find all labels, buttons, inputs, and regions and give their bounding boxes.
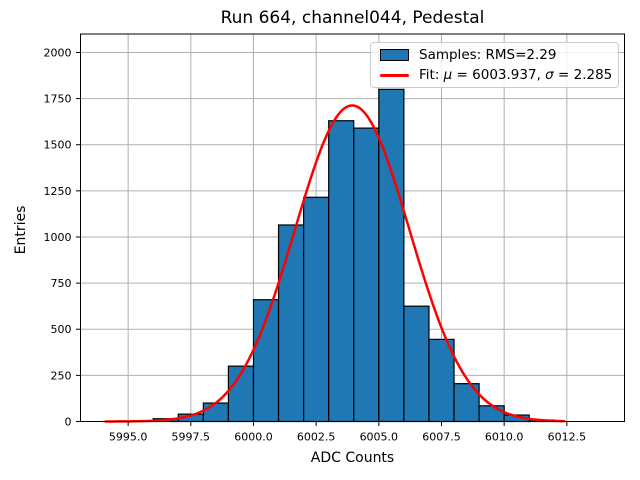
x-tick-label: 5995.0 (109, 431, 148, 444)
sigma-symbol: σ (545, 67, 554, 83)
y-tick-label: 250 (51, 369, 72, 382)
axes-frame (80, 33, 625, 422)
legend-entry-fit: Fit: μ = 6003.937, σ = 2.285 (371, 67, 618, 83)
y-tick-label: 0 (65, 416, 72, 429)
x-axis-label: ADC Counts (310, 450, 395, 466)
x-tick-label: 6002.5 (297, 431, 336, 444)
y-tick-label: 500 (51, 323, 72, 336)
legend: Samples: RMS=2.29 Fit: μ = 6003.937, σ =… (370, 42, 619, 88)
legend-label-fit: Fit: μ = 6003.937, σ = 2.285 (419, 67, 613, 83)
fit-curve (104, 104, 566, 423)
histogram-bar (428, 338, 455, 423)
x-tick-label: 5997.5 (172, 431, 211, 444)
x-tick-label: 6000.0 (234, 431, 273, 444)
histogram-bar (403, 305, 430, 423)
y-tick-label: 1000 (44, 231, 72, 244)
histogram-swatch (380, 49, 409, 61)
y-tick-label: 750 (51, 277, 72, 290)
y-axis-label: Entries (13, 205, 29, 255)
x-tick-label: 6012.5 (548, 431, 587, 444)
fit-line-swatch (380, 73, 409, 77)
x-tick-label: 6005.0 (360, 431, 399, 444)
y-tick-label: 1750 (44, 93, 72, 106)
y-tick-label: 2000 (44, 46, 72, 59)
chart-title: Run 664, channel044, Pedestal (220, 8, 485, 28)
histogram-bar (478, 405, 505, 423)
legend-label-samples: Samples: RMS=2.29 (419, 47, 557, 63)
mu-symbol: μ (443, 67, 453, 83)
histogram-bar (202, 402, 230, 423)
y-tick-label: 1250 (44, 185, 72, 198)
histogram-bar (353, 127, 380, 423)
y-tick-label: 1500 (44, 139, 72, 152)
histogram-bar (303, 196, 330, 423)
histogram-bar (277, 224, 305, 423)
legend-entry-samples: Samples: RMS=2.29 (371, 47, 618, 63)
histogram-bar (378, 88, 405, 423)
histogram-bar (328, 120, 355, 423)
x-tick-label: 6007.5 (422, 431, 461, 444)
x-tick-label: 6010.0 (485, 431, 524, 444)
